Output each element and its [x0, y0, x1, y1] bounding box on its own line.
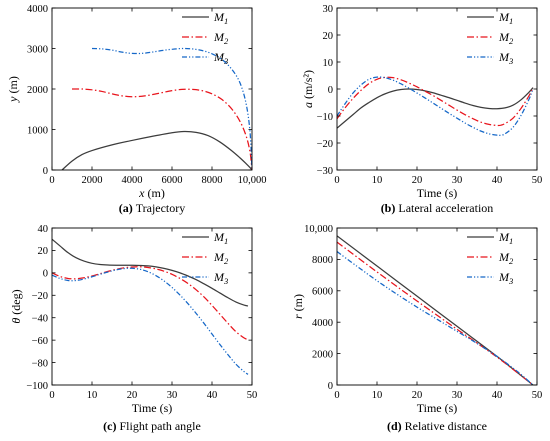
x-tick-label: 40 [492, 175, 503, 186]
x-tick-label: 10 [372, 390, 383, 401]
y-tick-label: 10,000 [304, 224, 333, 235]
x-tick-label: 40 [492, 390, 503, 401]
chart-a: 0 2000 4000 6000 8000 10,000 0 1000 2000 3000 4000… [6, 4, 266, 215]
y-tick-label: −20 [32, 291, 48, 302]
series-line-m3 [337, 251, 534, 385]
x-tick-label: 20 [412, 175, 423, 186]
x-tick-label: 10 [87, 390, 98, 401]
chart-d: 0 10 20 30 40 50 0 2000 4000 6000 8000 10,000 Time (… [291, 224, 542, 433]
y-tick-label: 4000 [27, 4, 48, 15]
caption-b: (b) Lateral acceleration [381, 201, 494, 215]
x-tick-label: 30 [452, 175, 463, 186]
y-tick-label: −30 [317, 166, 333, 177]
y-tick-label: −10 [317, 112, 333, 123]
legend-label-m2: M2 [498, 250, 514, 266]
y-tick-label: 4000 [312, 318, 333, 329]
plot-frame [51, 227, 253, 386]
series-line-m2 [52, 266, 249, 341]
y-tick-label: 1000 [27, 125, 48, 136]
x-tick-label: 8000 [202, 175, 223, 186]
y-tick-label: −60 [32, 336, 48, 347]
x-tick-label: 50 [247, 390, 258, 401]
y-tick-label: 30 [323, 4, 334, 15]
x-tick-label: 10,000 [238, 175, 267, 186]
chart-c: 0 10 20 30 40 50 −100 −80 −60 −40 −20 0 20 40 Time (s)… [9, 224, 257, 433]
y-tick-label: 20 [323, 31, 334, 42]
legend-label-m3: M3 [498, 50, 513, 66]
series-line-m2 [71, 88, 252, 170]
x-tick-label: 0 [49, 390, 54, 401]
series-line-m2 [337, 241, 534, 385]
legend-label-m3: M3 [213, 50, 228, 66]
y-tick-label: 6000 [312, 287, 333, 298]
legend-label-m1: M1 [213, 10, 228, 26]
legend-label-m2: M2 [498, 30, 514, 46]
x-tick-label: 40 [207, 390, 218, 401]
legend-label-m3: M3 [498, 270, 513, 286]
legend-label-m1: M1 [498, 10, 513, 26]
series-line-m1 [61, 130, 252, 170]
x-tick-label: 50 [532, 390, 543, 401]
x-tick-label: 30 [452, 390, 463, 401]
series-line-m1 [52, 238, 249, 307]
x-tick-label: 0 [334, 175, 339, 186]
y-tick-label: −40 [32, 314, 48, 325]
x-tick-label: 10 [372, 175, 383, 186]
legend-label-m2: M2 [213, 250, 229, 266]
caption-c: (c) Flight path angle [103, 419, 201, 433]
y-tick-label: 8000 [312, 255, 333, 266]
legend-label-m3: M3 [213, 270, 228, 286]
legend-label-m1: M1 [498, 230, 513, 246]
y-axis-label: a (m/s²) [301, 70, 315, 108]
x-tick-label: 20 [412, 390, 423, 401]
y-axis-label: r (m) [291, 294, 305, 319]
x-tick-label: 0 [334, 390, 339, 401]
legend-label-m2: M2 [213, 30, 229, 46]
series-line-m1 [337, 87, 534, 129]
x-axis-label: x (m) [138, 186, 165, 200]
x-tick-label: 4000 [122, 175, 143, 186]
y-tick-label: −100 [26, 381, 48, 392]
series-line-m3 [52, 267, 249, 375]
x-axis-label: Time (s) [132, 401, 173, 415]
series-line-m3 [91, 47, 252, 170]
y-tick-label: 20 [38, 246, 49, 257]
y-tick-label: 0 [328, 381, 333, 392]
x-tick-label: 20 [127, 390, 138, 401]
caption-a: (a) Trajectory [119, 201, 186, 215]
y-tick-label: 2000 [27, 85, 48, 96]
caption-d: (d) Relative distance [387, 419, 487, 433]
plot-frame [336, 227, 538, 386]
x-tick-label: 30 [167, 390, 178, 401]
y-tick-label: 10 [323, 58, 334, 69]
x-tick-label: 2000 [82, 175, 103, 186]
y-tick-label: 0 [43, 166, 48, 177]
y-axis-label: y (m) [6, 76, 20, 103]
y-tick-label: 3000 [27, 44, 48, 55]
x-axis-label: Time (s) [417, 186, 458, 200]
y-axis-label: θ (deg) [9, 289, 23, 323]
y-tick-label: 2000 [312, 349, 333, 360]
y-tick-label: −80 [32, 358, 48, 369]
legend-label-m1: M1 [213, 230, 228, 246]
series-line-m2 [337, 76, 534, 127]
x-tick-label: 0 [49, 175, 54, 186]
x-axis-label: Time (s) [417, 401, 458, 415]
y-tick-label: −20 [317, 139, 333, 150]
y-tick-label: 0 [328, 85, 333, 96]
y-tick-label: 0 [43, 269, 48, 280]
y-tick-label: 40 [38, 224, 49, 235]
x-tick-label: 6000 [162, 175, 183, 186]
x-tick-label: 50 [532, 175, 543, 186]
